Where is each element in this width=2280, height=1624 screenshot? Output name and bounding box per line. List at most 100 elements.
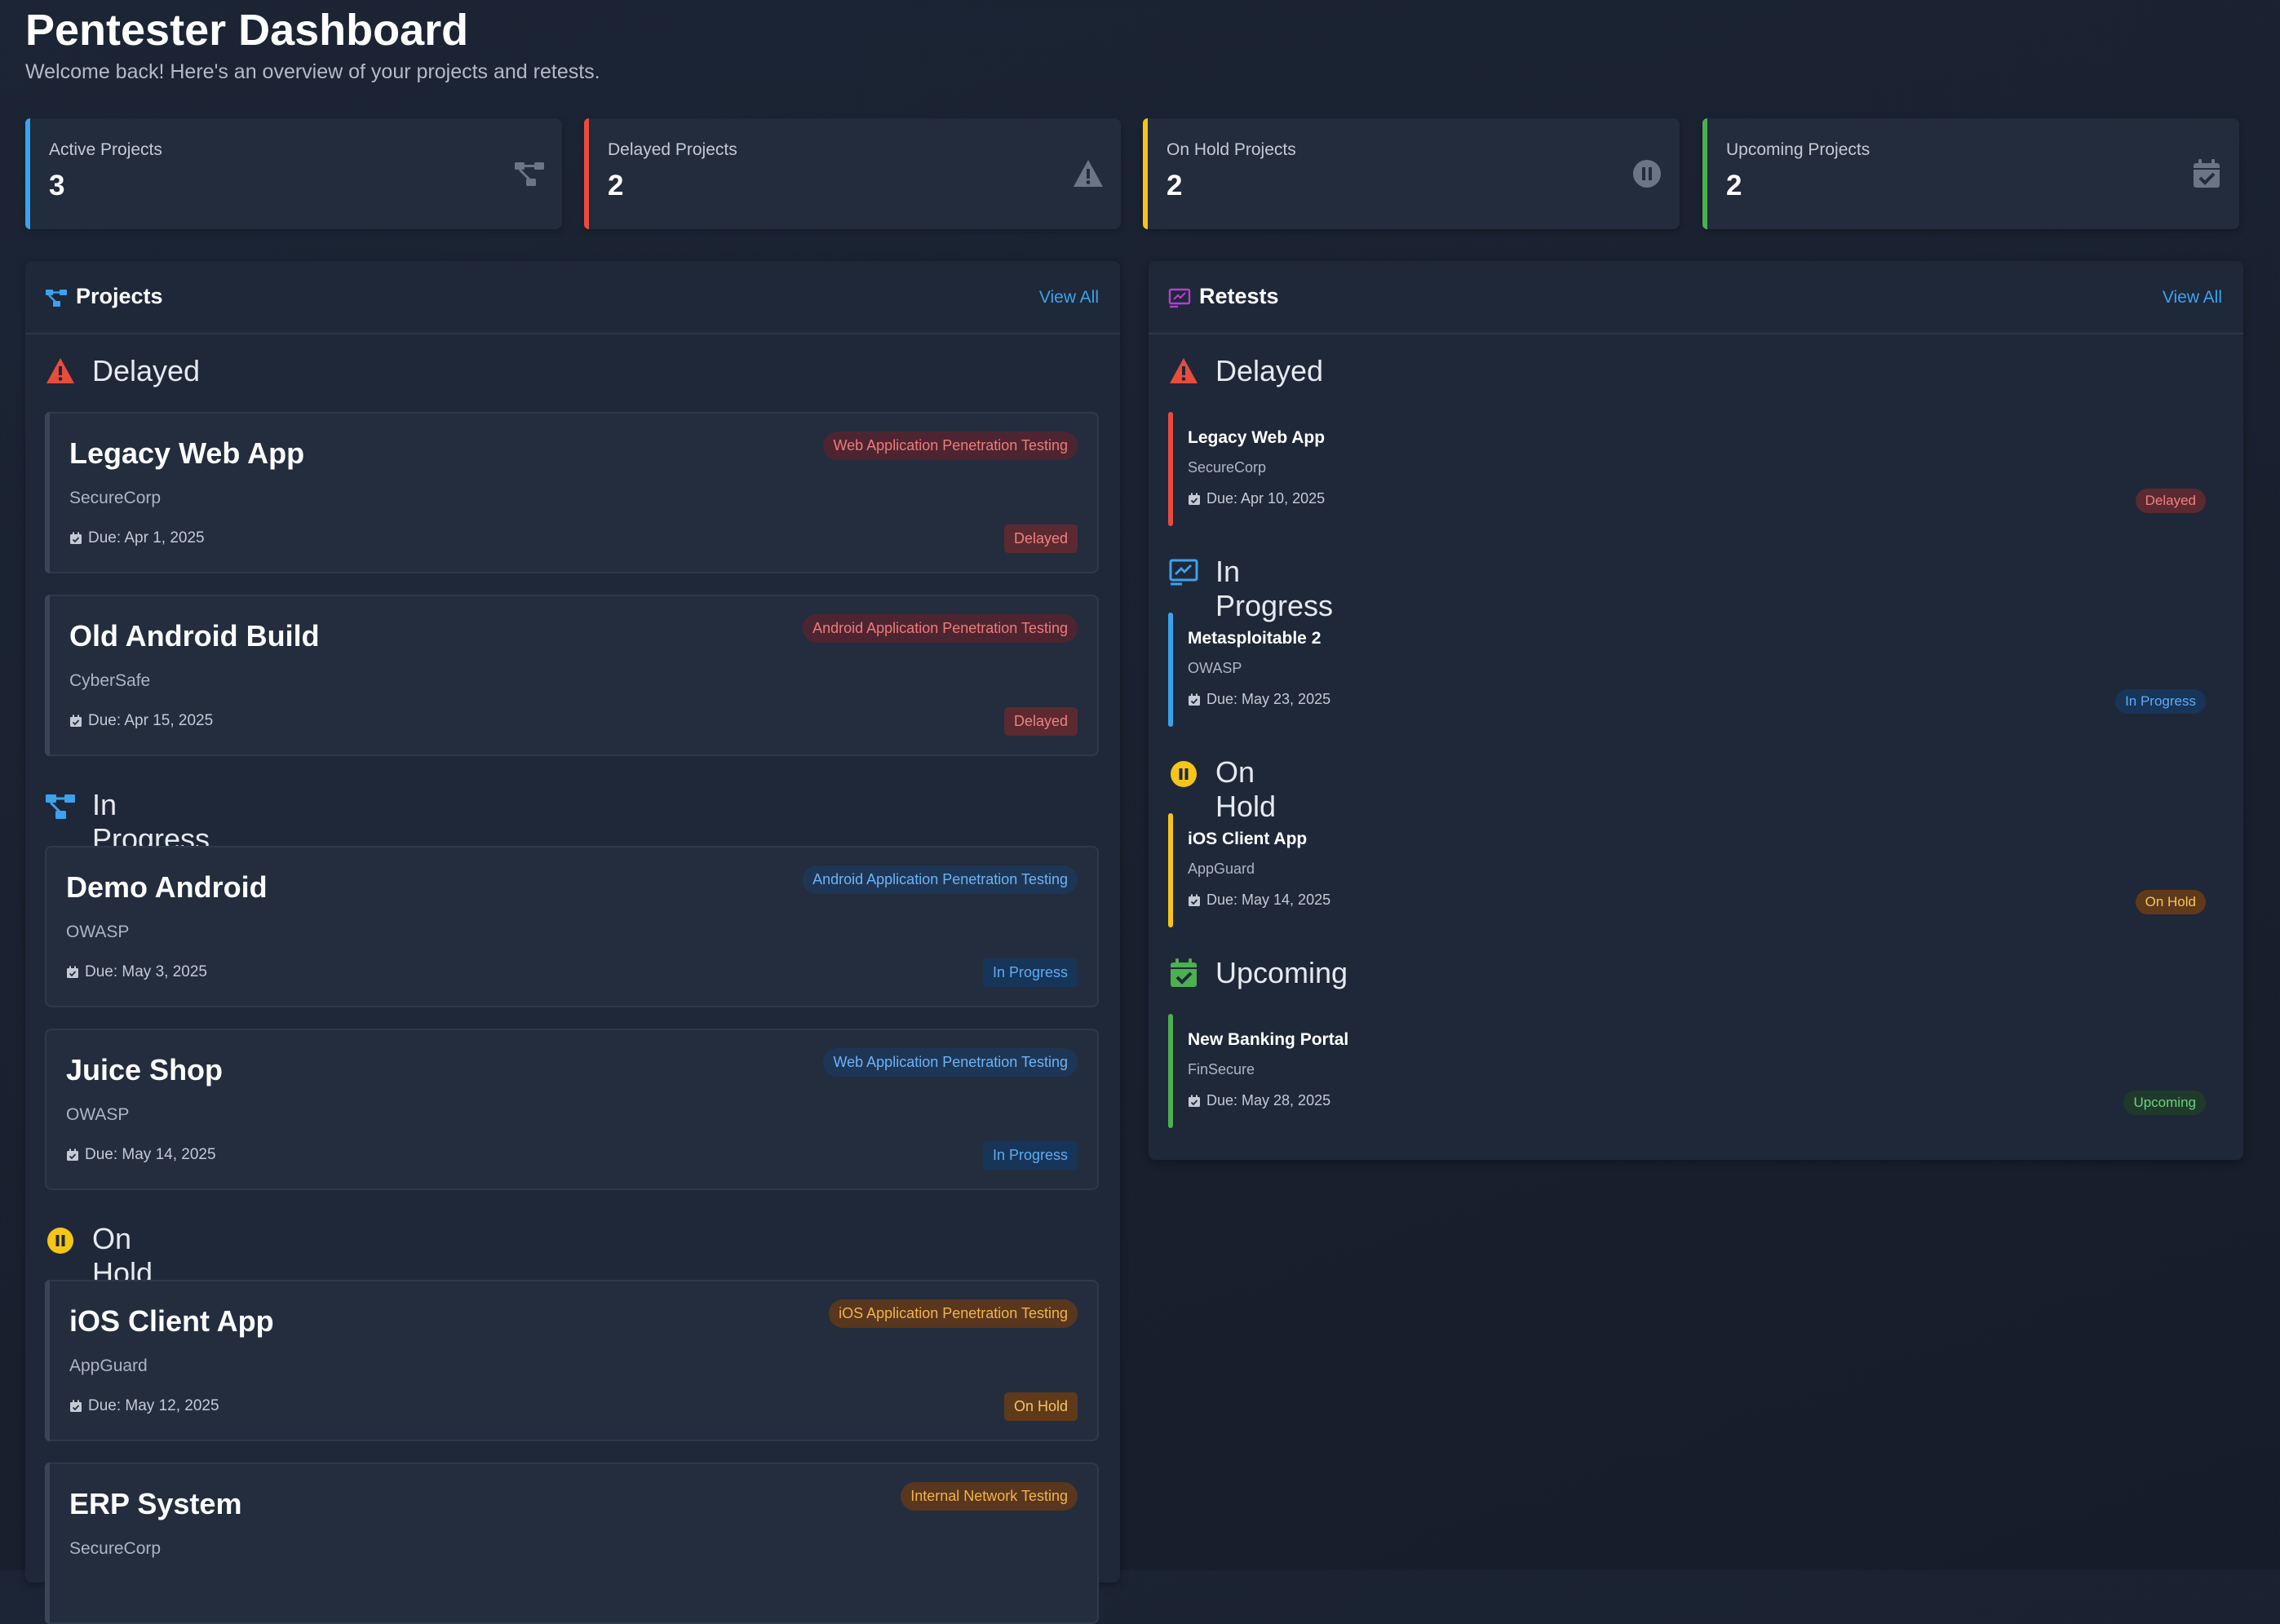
retest-client: FinSecure <box>1188 1061 1255 1078</box>
project-name: Juice Shop <box>66 1053 224 1086</box>
project-type-badge: Android Application Penetration Testing <box>803 614 1078 643</box>
section-title: Delayed <box>92 354 201 387</box>
project-due: Due: May 12, 2025 <box>69 1397 219 1415</box>
project-status-badge: On Hold <box>1003 1392 1078 1421</box>
project-card[interactable]: Legacy Web App SecureCorp Due: Apr 1, 20… <box>45 412 1099 573</box>
project-status-badge: Delayed <box>1003 524 1078 553</box>
retest-status-badge: On Hold <box>2135 890 2206 914</box>
projects-panel-header: Projects View All <box>25 261 1120 334</box>
retests-panel-title: Retests <box>1199 284 1279 308</box>
project-card[interactable]: iOS Client App AppGuard Due: May 12, 202… <box>45 1280 1099 1441</box>
project-card[interactable]: Old Android Build CyberSafe Due: Apr 15,… <box>45 595 1099 756</box>
pause-circle-icon <box>1633 160 1661 188</box>
chart-board-icon <box>1169 559 1198 586</box>
retest-due-text: Due: Apr 10, 2025 <box>1206 490 1326 507</box>
retest-name: Legacy Web App <box>1188 428 1326 447</box>
project-due-text: Due: May 3, 2025 <box>85 963 207 980</box>
project-due-text: Due: Apr 1, 2025 <box>88 529 205 546</box>
retest-name: iOS Client App <box>1188 830 1308 848</box>
calendar-icon <box>1189 1095 1200 1107</box>
retest-accent-bar <box>1168 412 1173 526</box>
project-name: Legacy Web App <box>69 436 305 470</box>
retest-due: Due: Apr 10, 2025 <box>1188 490 1325 507</box>
retest-accent-bar <box>1168 813 1173 927</box>
stat-accent-bar <box>1143 118 1148 229</box>
retest-item[interactable]: Metasploitable 2 OWASP Due: May 23, 2025… <box>1168 613 2222 727</box>
calendar-icon <box>70 715 82 727</box>
retest-item[interactable]: New Banking Portal FinSecure Due: May 28… <box>1168 1014 2222 1128</box>
pause-circle-icon <box>1171 761 1197 787</box>
page-title: Pentester Dashboard <box>25 6 469 55</box>
retest-name: New Banking Portal <box>1188 1030 1349 1049</box>
project-client: OWASP <box>66 1105 130 1124</box>
project-card[interactable]: Demo Android OWASP Due: May 3, 2025 Andr… <box>45 846 1099 1007</box>
retest-status-badge: In Progress <box>2115 689 2206 714</box>
section-title: Upcoming <box>1215 956 1348 989</box>
stat-card-on-hold: On Hold Projects 2 <box>1143 118 1680 229</box>
stat-value: 3 <box>49 170 65 201</box>
calendar-icon <box>67 1148 78 1161</box>
projects-view-all-link[interactable]: View All <box>1038 288 1099 307</box>
project-diagram-icon <box>46 290 67 307</box>
section-title: Delayed <box>1215 354 1324 387</box>
project-client: CyberSafe <box>69 671 151 690</box>
retest-accent-bar <box>1168 1014 1173 1128</box>
projects-panel: Projects View All Delayed Legacy Web App… <box>25 261 1120 1624</box>
project-name: ERP System <box>69 1487 242 1520</box>
stat-card-active: Active Projects 3 <box>25 118 562 229</box>
stat-card-upcoming: Upcoming Projects 2 <box>1702 118 2239 229</box>
project-status-badge: In Progress <box>982 958 1078 987</box>
retest-client: AppGuard <box>1188 861 1255 877</box>
project-diagram-icon <box>515 162 544 186</box>
retests-panel: Retests View All Delayed Legacy Web App … <box>1149 261 2243 1160</box>
stat-accent-bar <box>1702 118 1707 229</box>
retest-due-text: Due: May 28, 2025 <box>1206 1092 1331 1108</box>
stat-value: 2 <box>1726 170 1742 201</box>
project-client: OWASP <box>66 923 130 941</box>
warning-icon <box>46 358 74 383</box>
retests-panel-header: Retests View All <box>1149 261 2243 334</box>
project-card[interactable]: ERP System SecureCorp Internal Network T… <box>45 1462 1099 1624</box>
stat-label: Upcoming Projects <box>1726 140 1870 159</box>
chart-board-icon <box>1168 288 1191 308</box>
project-client: AppGuard <box>69 1356 148 1375</box>
project-name: Demo Android <box>66 870 268 904</box>
project-due: Due: Apr 1, 2025 <box>69 529 205 547</box>
calendar-icon <box>70 532 82 544</box>
project-due-text: Due: May 14, 2025 <box>85 1146 216 1163</box>
project-client: SecureCorp <box>69 1539 162 1558</box>
project-type-badge: Web Application Penetration Testing <box>823 431 1078 460</box>
retest-status-badge: Upcoming <box>2123 1091 2206 1115</box>
warning-icon <box>1170 358 1198 383</box>
stat-label: Delayed Projects <box>608 140 737 159</box>
stat-value: 2 <box>1167 170 1183 201</box>
project-type-badge: Android Application Penetration Testing <box>803 865 1078 894</box>
project-due-text: Due: Apr 15, 2025 <box>88 712 214 729</box>
calendar-check-icon <box>2194 159 2220 188</box>
project-diagram-icon <box>46 794 75 819</box>
section-title: On Hold <box>1215 755 1277 823</box>
project-card[interactable]: Juice Shop OWASP Due: May 14, 2025 Web A… <box>45 1029 1099 1190</box>
project-name: iOS Client App <box>69 1304 274 1338</box>
project-client: SecureCorp <box>69 489 162 507</box>
stat-accent-bar <box>584 118 589 229</box>
project-due: Due: May 14, 2025 <box>66 1146 216 1164</box>
calendar-icon <box>1189 894 1200 906</box>
project-due: Due: Apr 15, 2025 <box>69 712 213 730</box>
dashboard-page: Pentester Dashboard Welcome back! Here's… <box>25 6 2243 1624</box>
retest-item[interactable]: iOS Client App AppGuard Due: May 14, 202… <box>1168 813 2222 927</box>
project-type-badge: iOS Application Penetration Testing <box>829 1299 1078 1328</box>
calendar-icon <box>1189 693 1200 706</box>
retests-view-all-link[interactable]: View All <box>2162 288 2222 307</box>
retest-due-text: Due: May 14, 2025 <box>1206 892 1331 908</box>
retest-client: OWASP <box>1188 660 1242 676</box>
stat-label: On Hold Projects <box>1167 140 1296 159</box>
retest-due: Due: May 23, 2025 <box>1188 691 1330 708</box>
calendar-check-icon <box>1171 958 1197 987</box>
retest-due-text: Due: May 23, 2025 <box>1206 691 1331 707</box>
page-subtitle: Welcome back! Here's an overview of your… <box>25 60 600 83</box>
retest-item[interactable]: Legacy Web App SecureCorp Due: Apr 10, 2… <box>1168 412 2222 526</box>
retest-client: SecureCorp <box>1188 459 1267 476</box>
stat-value: 2 <box>608 170 624 201</box>
warning-icon <box>1074 160 1103 187</box>
